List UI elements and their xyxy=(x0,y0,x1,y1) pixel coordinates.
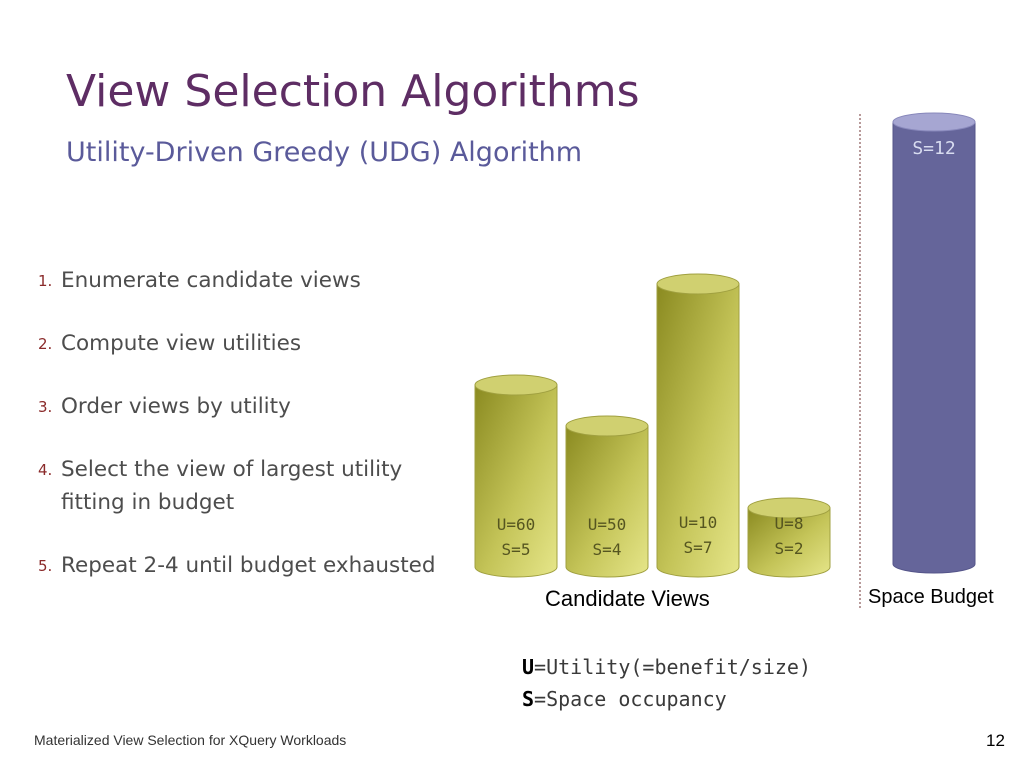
candidate-view-cylinder: U=60 S=5 xyxy=(474,374,558,578)
size-label: S=4 xyxy=(592,540,622,559)
step-text: Repeat 2-4 until budget exhausted xyxy=(61,553,436,578)
divider-line xyxy=(859,114,861,608)
legend-u-symbol: U xyxy=(522,655,535,679)
legend-s-text: =Space occupancy xyxy=(534,687,727,711)
legend: U=Utility(=benefit/size) S=Space occupan… xyxy=(522,651,811,715)
step-item: 4. Select the view of largest utility fi… xyxy=(38,453,441,519)
step-number: 5. xyxy=(38,557,53,575)
utility-label: U=10 xyxy=(678,513,718,532)
size-label: S=7 xyxy=(683,538,713,557)
step-text: Enumerate candidate views xyxy=(61,268,361,293)
footer-text: Materialized View Selection for XQuery W… xyxy=(34,732,347,748)
space-budget-caption: Space Budget xyxy=(868,586,994,608)
step-number: 4. xyxy=(38,461,53,479)
step-item: 1. Enumerate candidate views xyxy=(38,264,478,297)
step-text: Order views by utility xyxy=(61,394,291,419)
candidate-view-cylinder: U=8 S=2 xyxy=(747,497,831,578)
size-label: S=2 xyxy=(774,539,804,558)
step-item: 5. Repeat 2-4 until budget exhausted xyxy=(38,549,478,582)
size-label: S=5 xyxy=(501,540,531,559)
step-number: 2. xyxy=(38,335,53,353)
utility-label: U=8 xyxy=(774,514,804,533)
step-number: 1. xyxy=(38,272,53,290)
utility-label: U=50 xyxy=(587,515,627,534)
candidate-views-caption: Candidate Views xyxy=(545,586,710,611)
candidate-view-cylinder: U=10 S=7 xyxy=(656,273,740,578)
legend-s-symbol: S xyxy=(522,687,535,711)
page-subtitle: Utility-Driven Greedy (UDG) Algorithm xyxy=(66,137,583,168)
budget-size-label: S=12 xyxy=(912,138,956,159)
page-title: View Selection Algorithms xyxy=(66,66,640,117)
space-budget-cylinder: S=12 xyxy=(892,112,976,574)
step-item: 3. Order views by utility xyxy=(38,390,478,423)
page-number: 12 xyxy=(986,731,1005,750)
algorithm-steps: 1. Enumerate candidate views 2. Compute … xyxy=(38,264,478,582)
utility-label: U=60 xyxy=(496,515,536,534)
legend-u-text: =Utility(=benefit/size) xyxy=(534,655,811,679)
step-text: Select the view of largest utility fitti… xyxy=(61,457,403,515)
candidate-view-cylinder: U=50 S=4 xyxy=(565,415,649,578)
step-item: 2. Compute view utilities xyxy=(38,327,478,360)
step-number: 3. xyxy=(38,398,53,416)
step-text: Compute view utilities xyxy=(61,331,302,356)
